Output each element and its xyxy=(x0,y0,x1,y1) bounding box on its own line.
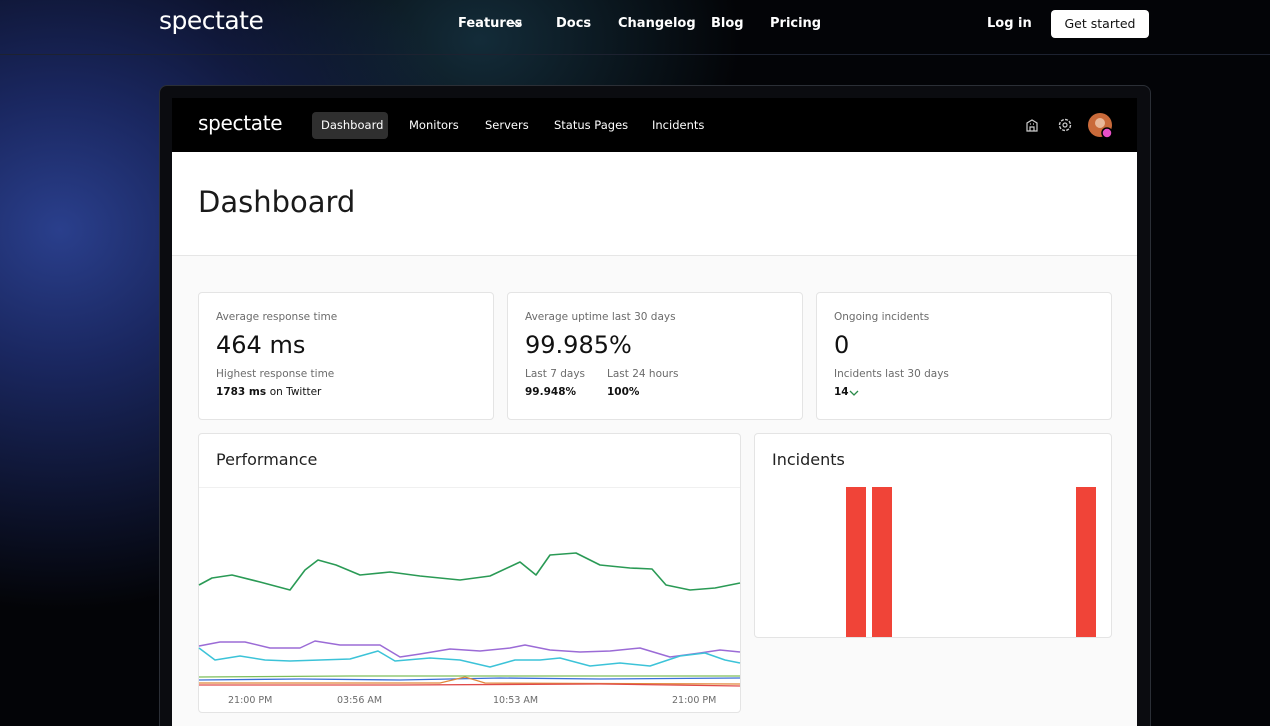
performance-card xyxy=(198,433,741,713)
avatar[interactable] xyxy=(1087,112,1115,140)
card-label: Average uptime last 30 days xyxy=(525,311,676,323)
app-logo: spectate xyxy=(198,111,283,135)
tab[interactable]: Servers xyxy=(485,118,529,132)
nav-link[interactable]: Pricing xyxy=(770,16,822,31)
card-value: 0 xyxy=(834,331,850,359)
card-divider xyxy=(199,487,740,488)
nav-link[interactable]: Changelog xyxy=(618,16,696,31)
card-label: Average response time xyxy=(216,311,338,323)
card-value: 99.985% xyxy=(525,331,632,359)
cta-button[interactable]: Get started xyxy=(1051,10,1149,38)
nav-link[interactable]: Blog xyxy=(711,16,744,31)
tab[interactable]: Incidents xyxy=(652,118,705,132)
incidents-card xyxy=(754,433,1112,638)
stat-label: Last 24 hours xyxy=(607,368,679,380)
nav-link[interactable]: Docs xyxy=(556,16,592,31)
stat-card xyxy=(507,292,803,420)
card-value: 464 ms xyxy=(216,331,306,359)
x-tick-label: 10:53 AM xyxy=(493,695,539,706)
incidents-title: Incidents xyxy=(772,450,845,469)
card-sub-label: Highest response time xyxy=(216,368,335,380)
nav-divider xyxy=(0,54,1270,55)
detail-value: 1783 ms xyxy=(216,386,267,398)
stat-card xyxy=(198,292,494,420)
stat-label: Last 7 days xyxy=(525,368,586,380)
page-title: Dashboard xyxy=(198,185,356,219)
stat-card xyxy=(816,292,1112,420)
x-tick-label: 21:00 PM xyxy=(228,695,273,706)
card-label: Ongoing incidents xyxy=(834,311,930,323)
x-tick-label: 03:56 AM xyxy=(337,695,383,706)
login-link[interactable]: Log in xyxy=(987,16,1032,31)
tab-active-bg xyxy=(312,112,388,139)
detail-suffix: on Twitter xyxy=(269,386,322,398)
building-icon[interactable] xyxy=(1024,117,1040,133)
stat-value: 99.948% xyxy=(525,386,577,398)
chevron[interactable] xyxy=(849,389,859,397)
tab[interactable]: Status Pages xyxy=(554,118,629,132)
tab[interactable]: Dashboard xyxy=(321,118,384,132)
card-detail[interactable]: 14 xyxy=(834,386,849,398)
title-band xyxy=(172,152,1137,256)
tab[interactable]: Monitors xyxy=(409,118,459,132)
card-sub-label: Incidents last 30 days xyxy=(834,368,949,380)
card-detail: 1783 ms on Twitter xyxy=(216,386,321,398)
chevron xyxy=(512,21,522,27)
nav-link[interactable]: Features xyxy=(458,16,523,31)
x-tick-label: 21:00 PM xyxy=(672,695,717,706)
settings-icon[interactable] xyxy=(1057,117,1073,133)
logo[interactable]: spectate xyxy=(159,6,264,35)
performance-title: Performance xyxy=(216,450,318,469)
stat-value: 100% xyxy=(607,386,640,398)
